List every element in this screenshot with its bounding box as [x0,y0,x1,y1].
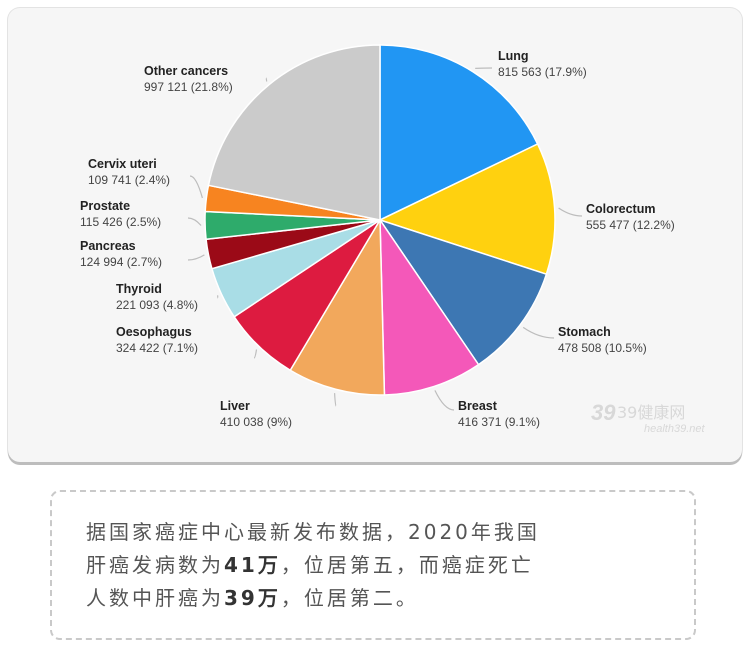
slice-label-name: Pancreas [80,239,136,253]
slice-label-name: Lung [498,49,529,63]
caption-highlight: 39万 [224,586,281,610]
watermark-number: 39 [591,400,616,425]
pie-slice-liver [289,217,386,396]
slice-label-name: Prostate [80,199,130,213]
slice-label-name: Oesophagus [116,325,192,339]
pie-slice-breast [379,217,480,396]
leader-line [522,326,555,339]
leader-line [434,390,455,411]
slice-label-value: 221 093 (4.8%) [116,298,198,312]
slice-label-name: Other cancers [144,64,228,78]
slice-label-name: Thyroid [116,282,162,296]
caption-text: 人数中肝癌为 [86,586,224,610]
slice-label-value: 478 508 (10.5%) [558,341,647,355]
caption-text: 据国家癌症中心最新发布数据，2020年我国 [86,520,540,544]
slice-label-name: Colorectum [586,202,655,216]
leader-line [558,207,583,217]
slice-label-value: 815 563 (17.9%) [498,65,587,79]
caption-line-1: 据国家癌症中心最新发布数据，2020年我国 [86,516,674,549]
slice-label-name: Stomach [558,325,611,339]
pie-slice-lung [379,44,539,222]
slice-label-value: 109 741 (2.4%) [88,173,170,187]
caption-text: 肝癌发病数为 [86,553,224,577]
pie-slices [204,44,556,396]
pie-slice-stomach [378,218,548,366]
slice-label-value: 115 426 (2.5%) [80,215,161,229]
leader-line [253,349,258,359]
slice-label-value: 997 121 (21.8%) [144,80,233,94]
slice-label-value: 124 994 (2.7%) [80,255,162,269]
leader-line [187,254,205,261]
pie-chart: 39 39健康网 health39.net Lung 815 563 (17.9%… [80,44,705,435]
caption-box: 据国家癌症中心最新发布数据，2020年我国 肝癌发病数为41万，位居第五，而癌症… [50,490,696,640]
slice-label-value: 410 038 (9%) [220,415,292,429]
caption-highlight: 41万 [224,553,281,577]
chart-card: 39 39健康网 health39.net Lung 815 563 (17.9%… [8,8,742,462]
pie-slice-other-cancers [207,44,381,221]
leader-lines [187,67,583,411]
leader-line [187,217,202,226]
watermark: 39 39健康网 health39.net [591,400,705,435]
slice-label-value: 555 477 (12.2%) [586,218,675,232]
slice-label-name: Breast [458,399,498,413]
caption-text: ，位居第五，而癌症死亡 [280,553,534,577]
leader-line [334,393,337,407]
slice-label-value: 324 422 (7.1%) [116,341,198,355]
leader-line [189,175,203,199]
slice-label-value: 416 371 (9.1%) [458,415,540,429]
slice-label-name: Cervix uteri [88,157,157,171]
pie-slice-colorectum [377,143,556,276]
caption-text: ，位居第二。 [280,586,419,610]
watermark-url: health39.net [644,423,705,435]
watermark-name: 39健康网 [617,403,685,422]
caption-line-2: 肝癌发病数为41万，位居第五，而癌症死亡 [86,549,674,582]
caption-line-3: 人数中肝癌为39万，位居第二。 [86,582,674,615]
slice-labels: Lung 815 563 (17.9%) Colorectum 555 477 (12… [80,49,675,429]
leader-line [265,77,268,82]
slice-label-name: Liver [220,399,250,413]
